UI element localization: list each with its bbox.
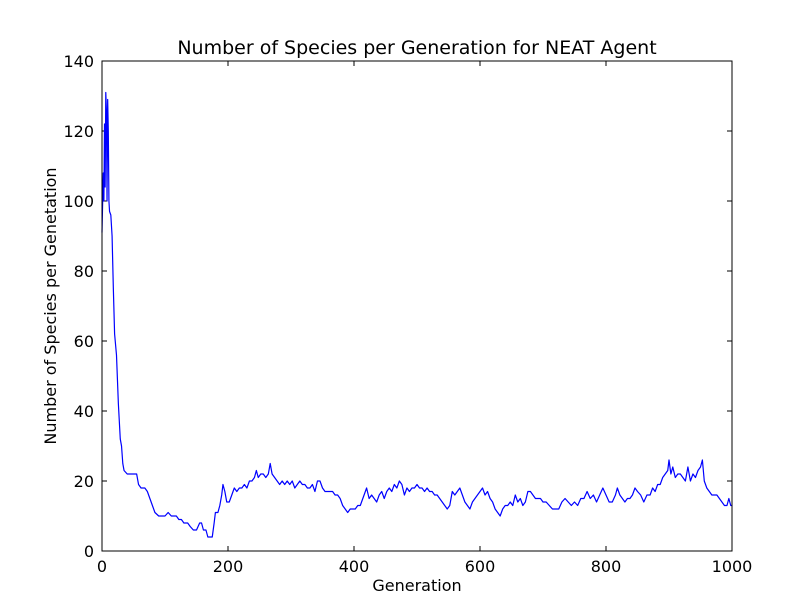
y-tick-label: 140: [63, 52, 94, 71]
y-tick-label: 100: [63, 192, 94, 211]
x-tick-label: 1000: [712, 557, 753, 576]
y-tick-label: 0: [84, 542, 94, 561]
x-axis-ticks: 0 200 400 600 800 1000: [97, 61, 752, 576]
x-tick-label: 400: [339, 557, 370, 576]
x-tick-label: 800: [591, 557, 622, 576]
y-axis-ticks: 0 20 40 60 80 100 120 140: [63, 52, 732, 561]
x-tick-label: 0: [97, 557, 107, 576]
y-tick-label: 20: [74, 472, 94, 491]
x-tick-label: 200: [213, 557, 244, 576]
y-tick-label: 80: [74, 262, 94, 281]
axes-frame: [101, 60, 733, 552]
chart-title: Number of Species per Generation for NEA…: [177, 37, 656, 59]
x-tick-label: 600: [465, 557, 496, 576]
x-axis-label: Generation: [372, 576, 461, 595]
y-tick-label: 60: [74, 332, 94, 351]
y-tick-label: 40: [74, 402, 94, 421]
y-axis-label: Number of Species per Genetation: [41, 167, 60, 444]
y-tick-label: 120: [63, 122, 94, 141]
species-count-series-line: [101, 91, 732, 538]
